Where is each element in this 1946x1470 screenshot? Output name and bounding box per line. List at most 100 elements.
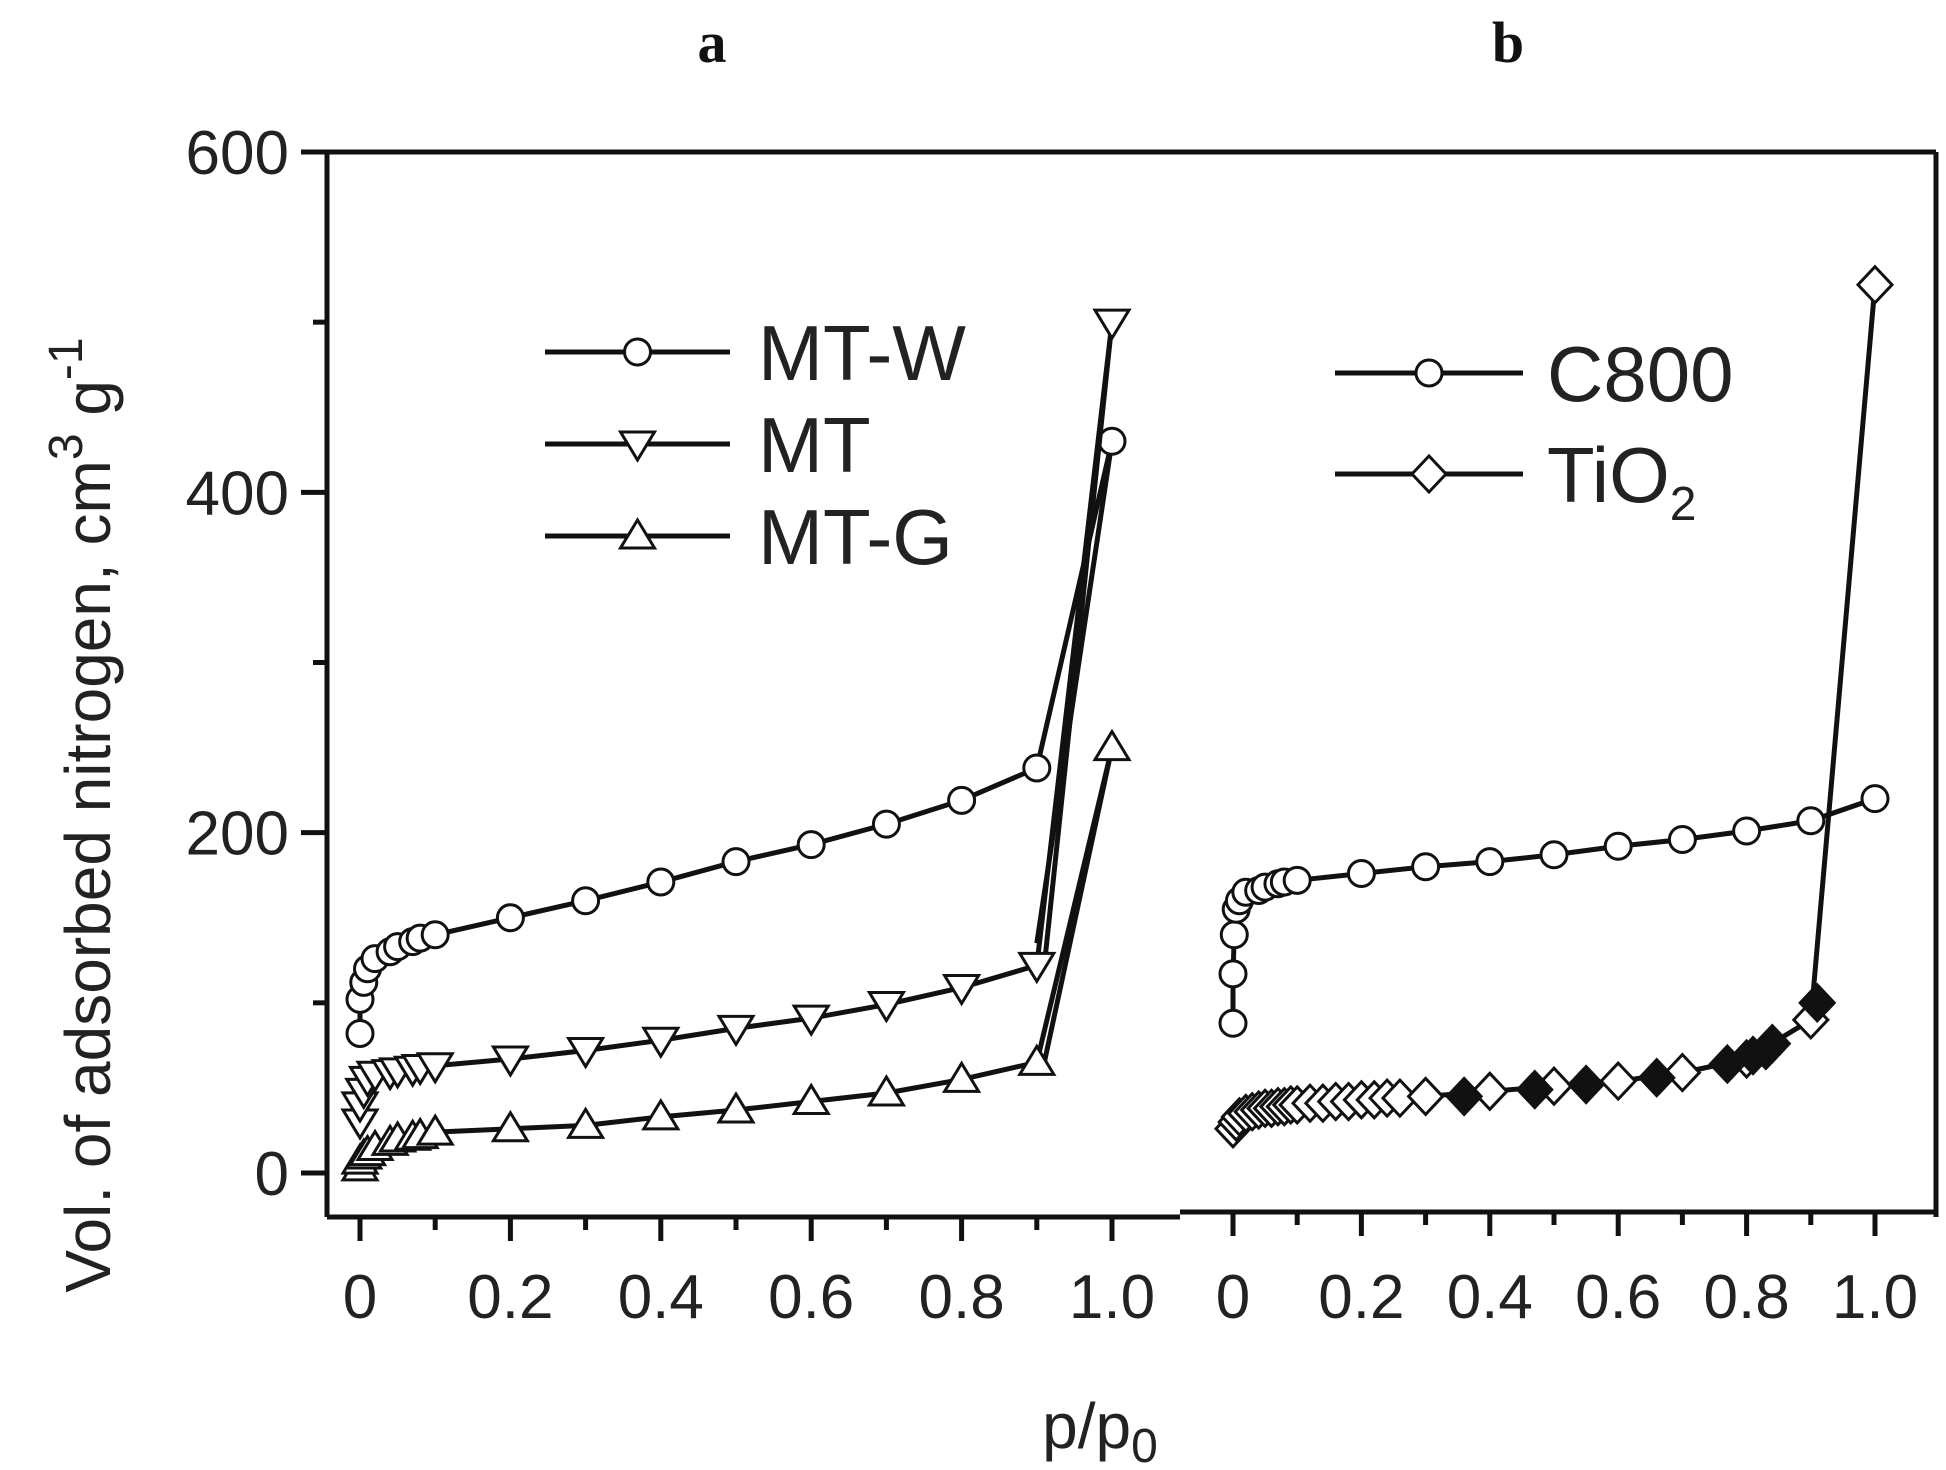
data-point bbox=[1346, 859, 1376, 889]
data-point bbox=[1470, 1071, 1509, 1112]
data-point bbox=[1411, 852, 1441, 882]
legend-marker bbox=[1409, 453, 1449, 495]
series-mt-w bbox=[345, 426, 1127, 1048]
x-tick-label: 0.8 bbox=[1703, 1263, 1789, 1332]
legend-marker bbox=[617, 430, 658, 463]
data-point bbox=[1282, 865, 1312, 895]
legend-label-main: TiO bbox=[1547, 431, 1670, 519]
legend-marker bbox=[623, 337, 652, 367]
data-point bbox=[1567, 1064, 1606, 1105]
data-point bbox=[490, 1045, 531, 1078]
x-tick-label: 0.4 bbox=[1447, 1263, 1533, 1332]
legend-label: TiO2 bbox=[1547, 431, 1696, 531]
data-point bbox=[1732, 816, 1762, 846]
data-point bbox=[1667, 824, 1697, 854]
data-point bbox=[716, 1014, 756, 1048]
data-point bbox=[1637, 1057, 1676, 1098]
y-tick-label: 200 bbox=[186, 800, 289, 869]
legend-item: TiO2 bbox=[1335, 431, 1696, 531]
legend-item: C800 bbox=[1335, 330, 1733, 418]
series-mt-g bbox=[340, 728, 1132, 1182]
x-tick-label: 0.8 bbox=[918, 1263, 1004, 1332]
data-point bbox=[716, 1091, 756, 1124]
data-point bbox=[1599, 1060, 1638, 1102]
data-point bbox=[947, 785, 977, 815]
x-tick-label: 0.4 bbox=[618, 1263, 704, 1332]
data-point bbox=[1515, 1069, 1554, 1110]
data-point bbox=[415, 1052, 455, 1085]
series-mt bbox=[340, 308, 1132, 1141]
data-point bbox=[1406, 1076, 1445, 1117]
data-point bbox=[490, 1109, 531, 1143]
data-point bbox=[1219, 920, 1249, 950]
data-point bbox=[866, 1074, 907, 1107]
data-point bbox=[941, 974, 982, 1007]
data-point bbox=[1796, 806, 1826, 836]
data-point bbox=[1445, 1076, 1484, 1117]
data-point bbox=[565, 1106, 606, 1139]
data-point bbox=[941, 1060, 982, 1093]
data-point bbox=[1017, 1043, 1057, 1076]
legend-label: MT bbox=[758, 401, 871, 489]
series-branch-line bbox=[1041, 747, 1115, 1063]
data-point bbox=[721, 847, 751, 877]
plot-frame bbox=[324, 149, 1939, 1220]
legend-label-main: MT-G bbox=[758, 493, 953, 581]
y-tick-label: 0 bbox=[255, 1140, 289, 1209]
legend-label: MT-G bbox=[758, 493, 953, 581]
legend-label: MT-W bbox=[758, 309, 966, 397]
data-point bbox=[1603, 831, 1633, 861]
series-line bbox=[357, 321, 1115, 1122]
legend-item: MT-W bbox=[545, 309, 966, 397]
series-tio2 bbox=[1213, 264, 1895, 1149]
data-point bbox=[1798, 982, 1837, 1024]
legend-label-sub: 2 bbox=[1670, 478, 1697, 531]
x-tick-label: 0.6 bbox=[768, 1263, 854, 1332]
data-point bbox=[1539, 840, 1569, 870]
series-c800 bbox=[1218, 784, 1890, 1038]
data-point bbox=[646, 867, 676, 897]
y-axis-title-mid: g bbox=[52, 380, 124, 433]
series-tio2-desorption bbox=[1445, 982, 1837, 1117]
data-point bbox=[571, 886, 601, 916]
panel-letter-b: b bbox=[1492, 10, 1524, 75]
data-point bbox=[791, 1082, 831, 1116]
legend-label-main: MT-W bbox=[758, 309, 966, 397]
panel-b: 0 0.2 0.4 0.6 0.8 1.0 bbox=[1213, 264, 1918, 1332]
data-point bbox=[871, 809, 901, 839]
y-axis-title-sup2: -1 bbox=[40, 337, 93, 380]
data-point bbox=[866, 991, 907, 1024]
legend-label: C800 bbox=[1547, 330, 1733, 418]
y-axis: 0 200 400 600 bbox=[186, 119, 327, 1209]
legend-b: C800 TiO2 bbox=[1335, 330, 1733, 531]
x-axis-title-sub: 0 bbox=[1131, 1420, 1158, 1470]
x-tick-label: 0.6 bbox=[1575, 1263, 1661, 1332]
y-axis-title-sup1: 3 bbox=[40, 433, 93, 460]
legend-label-main: C800 bbox=[1547, 330, 1733, 418]
data-point bbox=[420, 920, 450, 950]
data-point bbox=[641, 1026, 681, 1060]
x-tick-label: 0.2 bbox=[467, 1263, 553, 1332]
data-point bbox=[1860, 784, 1890, 814]
y-axis-title-main: Vol. of adsorbed nitrogen, cm bbox=[52, 460, 124, 1293]
y-axis-title: Vol. of adsorbed nitrogen, cm3 g-1 bbox=[40, 337, 124, 1292]
data-point bbox=[565, 1036, 606, 1070]
x-axis-title: p/p0 bbox=[1042, 1390, 1158, 1470]
data-point bbox=[495, 903, 525, 933]
x-tick-label: 1.0 bbox=[1832, 1263, 1918, 1332]
data-point bbox=[1218, 959, 1248, 989]
data-point bbox=[641, 1097, 681, 1131]
series-line bbox=[1230, 796, 1876, 1024]
data-point bbox=[1663, 1052, 1702, 1093]
y-tick-label: 400 bbox=[186, 459, 289, 528]
legend-item: MT-G bbox=[545, 493, 953, 581]
series-line bbox=[357, 440, 1115, 1034]
data-point bbox=[791, 1004, 831, 1038]
legend-label-main: MT bbox=[758, 401, 871, 489]
x-tick-label: 0 bbox=[1216, 1263, 1250, 1332]
data-point bbox=[345, 1018, 375, 1048]
data-point bbox=[1218, 1008, 1248, 1038]
x-tick-label: 1.0 bbox=[1069, 1263, 1155, 1332]
